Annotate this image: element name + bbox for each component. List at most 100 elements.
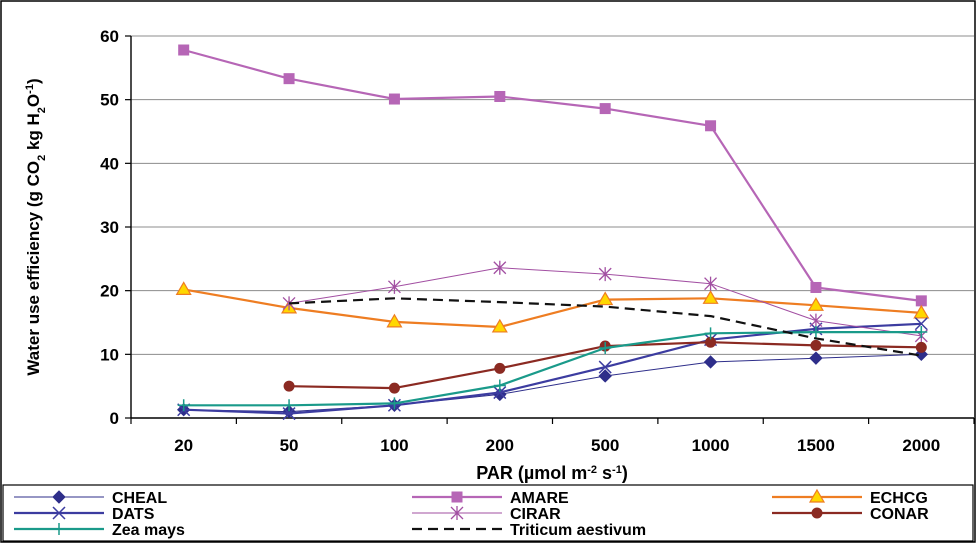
data-point [809, 313, 823, 328]
data-point [598, 369, 612, 383]
data-point [283, 73, 295, 85]
y-tick-label: 40 [100, 154, 119, 173]
data-point [493, 260, 507, 275]
data-point [915, 295, 927, 307]
data-point [282, 296, 296, 311]
legend-label: DATS [112, 506, 155, 523]
axis-title-part: Water use efficiency (g CO [24, 161, 43, 376]
series-amare [178, 44, 927, 307]
legend-label: CONAR [870, 506, 929, 523]
data-point [386, 313, 403, 328]
data-point [809, 351, 823, 365]
data-point [810, 281, 822, 293]
axis-labels: 0 10 20 30 40 50 60 20 50 100 200 500 1000 1500 2000 PA… [24, 27, 940, 483]
x-tick-label: 200 [486, 436, 514, 455]
legend-item: CONAR [772, 506, 929, 523]
x-tick-label: 50 [280, 436, 299, 455]
legend-marker [52, 490, 66, 504]
data-point [807, 297, 824, 311]
y-tick-label: 20 [100, 282, 119, 301]
legend-label: ECHCG [870, 490, 928, 507]
series-line [183, 322, 922, 415]
series-triticum-aestivum [289, 297, 922, 357]
legend-item: Triticum aestivum [412, 522, 646, 539]
legend-label: Triticum aestivum [510, 522, 646, 539]
legend: CHEAL AMARE ECHCG DATS CIRAR CONAR Zea mays Tri… [14, 488, 929, 539]
data-point [597, 291, 614, 306]
grid-lines [131, 35, 974, 355]
legend-marker [450, 506, 464, 520]
series-line [183, 288, 922, 329]
legend-item: ECHCG [772, 488, 928, 507]
data-point [599, 103, 611, 115]
legend-marker [52, 506, 66, 520]
data-point [702, 290, 719, 304]
axis-title-part: 2 [36, 107, 48, 113]
data-point [809, 326, 822, 339]
y-tick-label: 10 [100, 345, 119, 364]
data-point [388, 382, 400, 394]
series-line [183, 48, 922, 302]
x-tick-label: 500 [591, 436, 619, 455]
axis-title-part: PAR (µmol m [476, 463, 587, 483]
x-tick-label: 1000 [692, 436, 730, 455]
data-point [283, 399, 296, 412]
data-point [494, 362, 506, 374]
legend-marker [451, 491, 463, 503]
y-tick-label: 50 [100, 91, 119, 110]
data-point [599, 341, 612, 354]
y-axis-title: Water use efficiency (g CO2 kg H2O-1) [24, 78, 48, 375]
y-tick-label: 60 [100, 27, 119, 46]
axis-title-part: s [597, 463, 612, 483]
legend-item: DATS [14, 506, 155, 523]
series-line [183, 353, 922, 413]
x-tick-label: 2000 [902, 436, 940, 455]
legend-marker [811, 507, 823, 519]
axis-title-part: -1 [612, 464, 622, 476]
data-point [283, 380, 295, 392]
data-point [175, 281, 192, 295]
data-point [282, 407, 296, 421]
data-point [914, 317, 928, 331]
data-point [388, 93, 400, 105]
axes [125, 35, 975, 424]
y-tick-label: 0 [110, 409, 119, 428]
axis-title-part: ) [622, 463, 628, 483]
data-point [915, 326, 928, 339]
legend-marker [808, 488, 826, 503]
series-echcg [175, 281, 930, 333]
series-line [289, 297, 922, 357]
data-point [387, 279, 401, 294]
legend-item: AMARE [412, 490, 569, 507]
data-point [704, 327, 717, 340]
data-point [491, 318, 508, 333]
x-tick-label: 20 [174, 436, 193, 455]
data-point [915, 341, 927, 353]
data-point [494, 90, 506, 102]
axis-title-part: kg H [24, 113, 43, 155]
data-point [705, 120, 717, 132]
legend-label: AMARE [510, 490, 569, 507]
legend-label: CIRAR [510, 506, 561, 523]
data-point [598, 267, 612, 282]
data-point [493, 386, 507, 400]
data-point [598, 360, 612, 374]
data-point [493, 379, 506, 392]
legend-label: CHEAL [112, 490, 167, 507]
axis-title-part: -1 [24, 84, 36, 94]
legend-label: Zea mays [112, 522, 185, 539]
legend-item: Zea mays [14, 522, 185, 539]
data-point [388, 397, 401, 410]
legend-item: CHEAL [14, 490, 167, 507]
x-tick-label: 100 [380, 436, 408, 455]
data-point [703, 355, 718, 369]
data-point [913, 304, 930, 319]
legend-marker [53, 523, 65, 535]
x-axis-title: PAR (µmol m-2 s-1) [476, 463, 628, 483]
series-zea-mays [177, 326, 928, 412]
data-point [810, 339, 822, 351]
axis-title-part: O [24, 94, 43, 107]
legend-item: CIRAR [412, 506, 561, 523]
